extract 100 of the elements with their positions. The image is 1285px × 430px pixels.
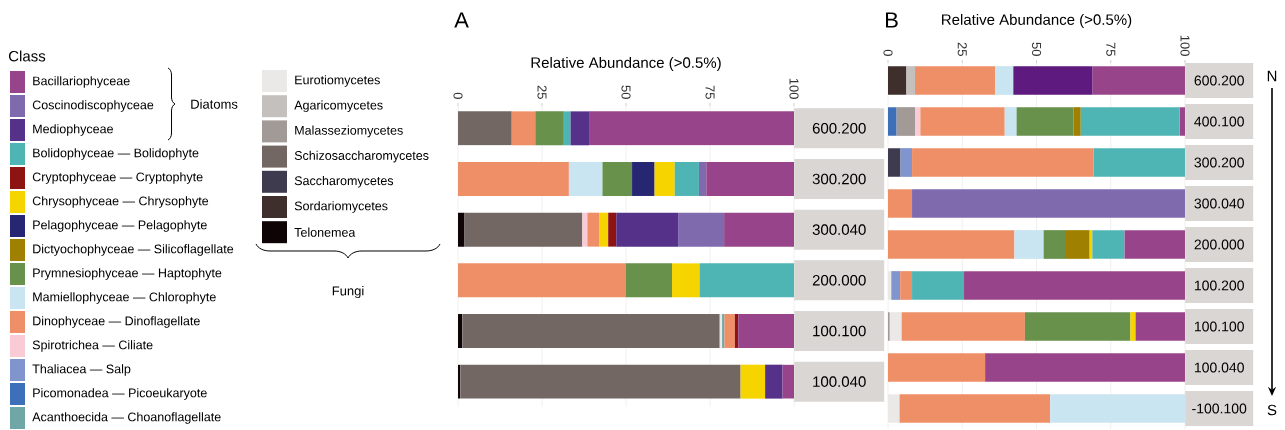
bar <box>900 271 913 300</box>
bar <box>782 364 794 399</box>
bar <box>901 312 1025 341</box>
legend-label: Bacillariophyceae <box>33 76 130 88</box>
x-tick-label: 25 <box>957 42 967 56</box>
legend-label: Dictyochophyceae — Silicoflagellate <box>33 244 234 256</box>
bar <box>765 364 783 399</box>
bar <box>1004 107 1017 136</box>
bar <box>511 111 536 146</box>
bar <box>995 66 1014 95</box>
legend-label: Picomonadea — Picoeukaryote <box>33 388 207 400</box>
y-tick-label: 200.000 <box>1194 239 1244 250</box>
legend-label: Chrysophyceae — Chrysophyte <box>32 196 209 208</box>
bar <box>678 212 725 247</box>
bar <box>458 263 627 298</box>
x-tick-label: 50 <box>621 85 631 99</box>
bar <box>888 353 986 382</box>
bar <box>582 212 588 247</box>
bar <box>888 66 907 95</box>
y-tick-label: 300.200 <box>812 173 866 185</box>
bar <box>464 212 583 247</box>
x-tick-label: 25 <box>537 85 547 99</box>
bar <box>674 162 699 196</box>
bar <box>888 107 897 136</box>
y-tick-label: 400.100 <box>1194 116 1244 127</box>
bar <box>462 314 720 348</box>
bar <box>460 364 741 399</box>
bar <box>535 111 564 146</box>
y-tick-label: 300.040 <box>812 224 866 235</box>
legend-label: Saccharomycetes <box>294 175 394 188</box>
bar <box>458 111 512 146</box>
bar <box>888 189 913 218</box>
legend-label: Spirotrichea — Ciliate <box>32 340 153 352</box>
y-tick-label: 100.100 <box>1194 321 1244 332</box>
legend-label: Cryptophyceae — Cryptophyte <box>32 172 203 184</box>
x-tick-label: 75 <box>1106 42 1116 56</box>
legend-label: Bolidophyceae — Bolidophyte <box>33 148 199 160</box>
x-tick-label: 0 <box>453 92 463 99</box>
legend-label: Agaricomycetes <box>294 100 383 113</box>
legend-label: Pelagophyceae — Pelagophyte <box>33 220 207 232</box>
legend-label: Schizosaccharomycetes <box>294 150 429 163</box>
legend-label: Mediophyceae <box>33 124 113 136</box>
x-axis-title: Relative Abundance (>0.5%) <box>531 56 721 71</box>
bar <box>724 314 735 348</box>
bar <box>1014 230 1044 259</box>
y-tick-label: 600.200 <box>1194 75 1244 86</box>
bar <box>570 111 590 146</box>
bar <box>740 364 766 399</box>
bar <box>1130 312 1136 341</box>
bar <box>1092 230 1125 259</box>
bar <box>602 162 633 196</box>
y-tick-label: 100.100 <box>813 325 866 337</box>
y-tick-label: -100.100 <box>1192 403 1247 414</box>
bar <box>1013 66 1093 95</box>
bar <box>458 162 569 196</box>
legend-label: Eurotiomycetes <box>295 75 380 87</box>
bar <box>896 107 916 136</box>
text: N <box>1267 70 1277 82</box>
x-tick-label: 0 <box>883 49 893 56</box>
text: Fungi <box>332 285 364 299</box>
y-tick-label: 600.200 <box>812 123 866 134</box>
bar <box>563 111 571 146</box>
bar <box>568 162 603 196</box>
legend-label: Telonemea <box>294 227 356 237</box>
x-axis-title: Relative Abundance (>0.5%) <box>942 13 1132 28</box>
bar <box>912 271 965 300</box>
x-tick-label: 50 <box>1031 42 1042 56</box>
bar <box>900 148 913 177</box>
bar <box>889 312 902 341</box>
bar <box>672 263 700 298</box>
bar <box>888 148 901 177</box>
x-tick-label: 75 <box>705 85 715 99</box>
bar <box>1080 107 1180 136</box>
y-tick-label: 100.040 <box>1194 362 1244 373</box>
legend-label: Prymnesiophyceae — Haptophyte <box>33 268 222 280</box>
bar <box>608 212 617 247</box>
bar <box>616 212 679 247</box>
legend-title: Class <box>8 50 46 62</box>
bar <box>1073 107 1081 136</box>
legend-label: Acanthoecida — Choanoflagellate <box>32 412 221 424</box>
bar <box>915 107 921 136</box>
bar <box>654 162 675 196</box>
bar <box>912 148 1094 177</box>
legend-label: Coscinodiscophyceae <box>32 100 154 112</box>
bar <box>599 212 609 247</box>
bar <box>632 162 655 196</box>
bar <box>915 66 996 95</box>
y-tick-label: 100.200 <box>1194 280 1244 291</box>
y-tick-label: 200.000 <box>812 275 866 286</box>
bar <box>906 66 916 95</box>
chart-title: B <box>886 12 898 28</box>
y-tick-label: 300.040 <box>1194 198 1244 209</box>
chart-title: A <box>454 12 469 28</box>
bar <box>1065 230 1090 259</box>
legend-label: Dinophyceae — Dinoflagellate <box>33 316 200 328</box>
y-tick-label: 100.040 <box>813 376 866 387</box>
legend-label: Malasseziomycetes <box>295 125 403 138</box>
bar <box>1024 312 1131 341</box>
text: Diatoms <box>191 99 238 109</box>
x-tick-label: 100 <box>1180 35 1190 56</box>
